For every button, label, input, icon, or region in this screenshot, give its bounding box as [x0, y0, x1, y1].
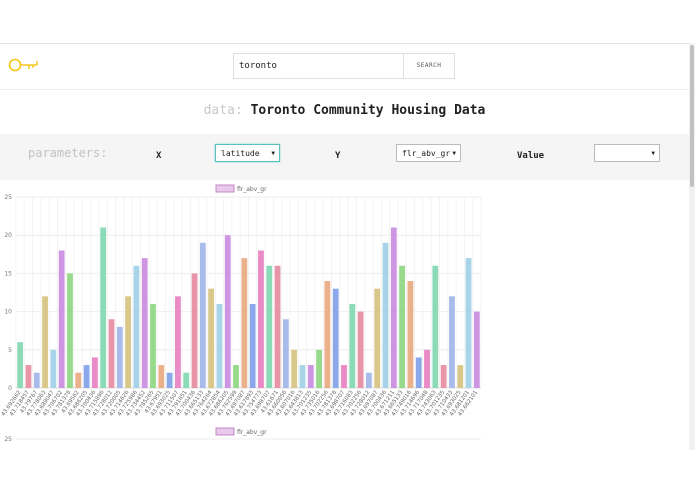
- y-tick-label: 20: [4, 232, 12, 239]
- y-tick-label: 5: [8, 347, 12, 354]
- bar: [67, 273, 73, 388]
- bar: [282, 319, 289, 388]
- bar: [191, 273, 198, 388]
- search-button[interactable]: SEARCH: [403, 53, 455, 79]
- legend-swatch: [215, 427, 235, 436]
- chart-panel: [0, 180, 689, 450]
- key-icon[interactable]: [8, 56, 40, 74]
- bar: [17, 342, 24, 388]
- y-select[interactable]: flr_abv_gr ▼: [396, 144, 461, 162]
- y-axis-label: Y: [335, 151, 341, 161]
- bar: [150, 303, 156, 388]
- bar: [332, 288, 339, 388]
- bar: [399, 265, 406, 388]
- chart-legend: flr_abv_gr: [215, 184, 267, 193]
- bar: [33, 372, 40, 388]
- x-axis-label: X: [156, 151, 162, 161]
- y-tick-label: 25: [4, 436, 12, 443]
- bar: [183, 372, 190, 388]
- y-tick-label: 10: [4, 309, 12, 316]
- bar: [324, 281, 331, 388]
- bar: [175, 296, 181, 388]
- legend-label: flr_abv_gr: [237, 186, 267, 193]
- bar: [457, 365, 464, 388]
- y-tick-label: 0: [8, 385, 12, 392]
- bar: [25, 365, 32, 388]
- bar: [224, 235, 231, 388]
- bar: [307, 365, 314, 388]
- chart-legend: flr_abv_gr: [215, 427, 267, 436]
- bar: [233, 365, 239, 388]
- parameters-label: parameters:: [28, 146, 108, 160]
- dataset-title: data: Toronto Community Housing Data: [0, 102, 689, 120]
- legend-swatch: [215, 184, 235, 193]
- bar: [316, 349, 322, 388]
- value-select[interactable]: ▼: [594, 144, 660, 162]
- bar: [382, 242, 389, 388]
- bar: [465, 258, 472, 388]
- bar: [341, 365, 347, 388]
- bar: [50, 349, 57, 388]
- bar: [258, 250, 264, 388]
- bar-chart: flr_abv_gr051015202543.69266243.71845743…: [1, 184, 482, 443]
- bar: [42, 296, 48, 388]
- bar: [91, 357, 98, 388]
- bar: [158, 365, 165, 388]
- bar: [357, 311, 364, 388]
- bar: [390, 227, 397, 388]
- x-select[interactable]: latitude ▼: [215, 144, 280, 162]
- bar: [116, 326, 123, 388]
- bar: [199, 242, 206, 388]
- bar: [100, 227, 107, 388]
- bar: [374, 288, 381, 388]
- bar: [415, 357, 422, 388]
- parameters-panel: parameters: X latitude ▼ Y flr_abv_gr ▼ …: [0, 134, 689, 180]
- bar: [274, 265, 281, 388]
- header-divider: [0, 89, 689, 90]
- top-divider: [0, 43, 689, 44]
- x-select-value: latitude: [221, 149, 260, 158]
- chevron-down-icon: ▼: [271, 150, 275, 157]
- bar: [424, 349, 430, 388]
- chevron-down-icon: ▼: [651, 150, 655, 157]
- value-label: Value: [517, 151, 545, 161]
- bar: [125, 296, 132, 388]
- bar: [349, 303, 356, 388]
- bar: [166, 372, 173, 388]
- bar: [432, 265, 439, 388]
- bar: [108, 319, 115, 388]
- bar: [449, 296, 455, 388]
- bar: [141, 258, 148, 388]
- bar: [407, 281, 414, 388]
- bar: [440, 365, 447, 388]
- bar: [299, 365, 306, 388]
- chevron-down-icon: ▼: [452, 150, 456, 157]
- bar: [249, 303, 256, 388]
- below-viewport: [0, 450, 695, 494]
- search-input[interactable]: toronto: [233, 53, 409, 79]
- y-tick-label: 15: [4, 270, 12, 277]
- bar: [208, 288, 215, 388]
- dataset-name: Toronto Community Housing Data: [250, 103, 486, 118]
- legend-label: flr_abv_gr: [237, 429, 267, 436]
- bar: [266, 265, 273, 388]
- scrollbar[interactable]: [689, 43, 695, 450]
- bar: [83, 365, 90, 388]
- bar: [365, 372, 372, 388]
- y-tick-label: 25: [4, 194, 12, 201]
- bar: [473, 311, 480, 388]
- dataset-prefix: data:: [203, 103, 243, 118]
- bar: [241, 258, 248, 388]
- y-select-value: flr_abv_gr: [402, 149, 451, 158]
- scrollbar-thumb[interactable]: [690, 45, 694, 187]
- bar: [75, 372, 82, 388]
- bar: [133, 265, 140, 388]
- bar: [58, 250, 65, 388]
- bar: [216, 303, 223, 388]
- bar: [291, 349, 298, 388]
